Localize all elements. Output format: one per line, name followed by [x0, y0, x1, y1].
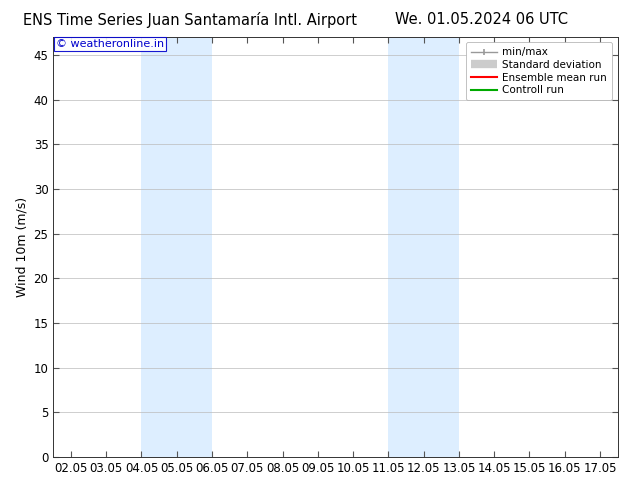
Text: ENS Time Series Juan Santamaría Intl. Airport: ENS Time Series Juan Santamaría Intl. Ai… [23, 12, 357, 28]
Legend: min/max, Standard deviation, Ensemble mean run, Controll run: min/max, Standard deviation, Ensemble me… [466, 42, 612, 100]
Text: © weatheronline.in: © weatheronline.in [56, 39, 164, 49]
Bar [389, 37, 459, 457]
Bar [141, 37, 212, 457]
Text: We. 01.05.2024 06 UTC: We. 01.05.2024 06 UTC [396, 12, 568, 27]
Y-axis label: Wind 10m (m/s): Wind 10m (m/s) [15, 197, 28, 297]
